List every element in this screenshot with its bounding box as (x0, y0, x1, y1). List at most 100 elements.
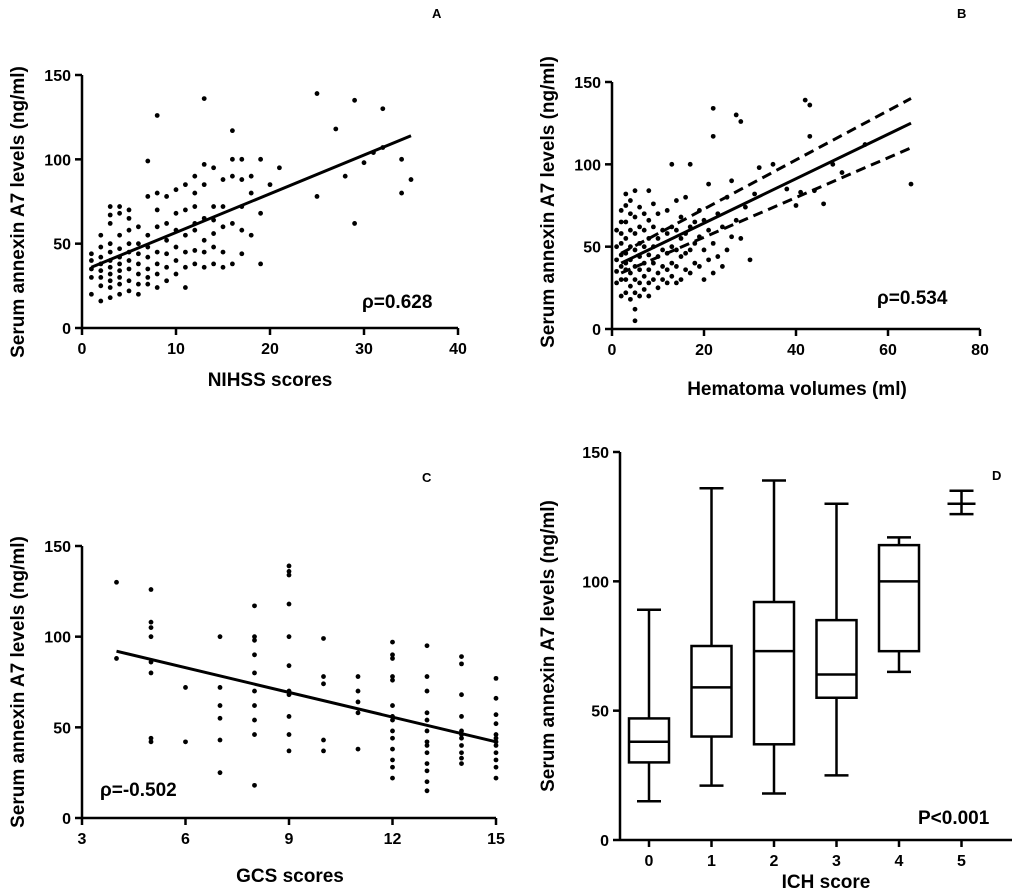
panel-b-data-point (632, 214, 638, 220)
panel-b-data-point (715, 254, 721, 259)
panel-b-data-point (664, 231, 670, 236)
panel-a-data-point (117, 232, 122, 238)
panel-d-iqr-box (627, 717, 671, 764)
panel-c-data-point (493, 721, 499, 727)
panel-b-x-tick-label: 20 (695, 342, 713, 359)
panel-b-data-point (692, 219, 698, 225)
panel-c-y-tick-label: 150 (44, 539, 71, 556)
panel-d-y-tick-label: 100 (582, 574, 609, 591)
panel-c-data-point (148, 735, 154, 741)
panel-a-data-point (211, 165, 217, 171)
panel-b-data-point (839, 170, 845, 175)
panel-a-data-point (126, 241, 132, 247)
panel-b-data-point (623, 219, 629, 225)
panel-b-data-point (651, 260, 656, 266)
panel-b-data-point (724, 247, 730, 253)
panel-c-data-point (286, 748, 292, 754)
panel-c-data-point (252, 652, 257, 658)
panel-c-data-point (286, 663, 292, 669)
panel-b-data-point (618, 264, 624, 269)
panel-b-data-point (678, 254, 684, 259)
panel-a-data-point (145, 266, 151, 272)
panel-b-data-point (807, 133, 813, 139)
panel-a-y-tick-label: 100 (44, 152, 71, 169)
panel-c-data-point (217, 685, 223, 690)
panel-b-data-point (651, 201, 656, 207)
panel-a-data-point (173, 258, 179, 263)
panel-a-data-point (183, 207, 188, 213)
panel-c-data-point (459, 755, 464, 761)
panel-a-x-tick-label: 30 (355, 341, 373, 358)
panel-a-fit-line (90, 134, 412, 269)
panel-c-data-point (217, 715, 223, 721)
panel-a-data-point (145, 281, 151, 287)
panel-c-data-point (424, 761, 430, 766)
panel-b-data-point (674, 264, 679, 269)
panel-b-x-tick-label: 0 (608, 342, 617, 359)
panel-d-box-4 (877, 536, 921, 674)
panel-c-data-point (321, 636, 326, 641)
panel-c-data-point (493, 675, 499, 681)
panel-a-data-point (154, 249, 160, 255)
panel-b-data-point (646, 293, 652, 299)
panel-d-box-0 (627, 608, 671, 803)
panel-b-data-point (641, 273, 647, 279)
panel-c-data-point (321, 748, 326, 754)
panel-a-data-point (399, 156, 404, 162)
panel-a-data-point (117, 246, 122, 252)
panel-c-data-point (424, 743, 430, 748)
panel-a-data-point (164, 237, 170, 243)
panel-a-data-point (145, 194, 151, 199)
panel-a-data-point (164, 264, 170, 270)
panel-a-data-point (136, 271, 141, 277)
panel-b-data-point (669, 161, 675, 167)
panel-a-label: A (432, 6, 442, 21)
panel-a-y-tick-label: 0 (62, 321, 71, 338)
panel-b-data-point (770, 161, 776, 167)
panel-a-data-point (380, 106, 386, 112)
panel-a-data-point (145, 232, 151, 238)
panel-b-data-point (784, 186, 790, 192)
panel-b-data-point (641, 287, 647, 292)
panel-c-data-point (252, 703, 257, 708)
panel-a-data-point (126, 227, 132, 233)
panel-b-data-point (664, 208, 670, 213)
panel-a-data-point (117, 268, 122, 274)
panel-a-data-point (333, 126, 339, 132)
panel-a-data-point (239, 251, 245, 257)
panel-b-x-tick-label: 80 (971, 342, 989, 359)
panel-a-data-point (154, 207, 160, 213)
panel-d-x-tick-label: 0 (645, 853, 654, 870)
panel-a-data-point (201, 237, 207, 243)
panel-a-data-point (107, 221, 113, 226)
panel-c-data-point (252, 717, 257, 723)
panel-b-x-tick-label: 60 (879, 342, 897, 359)
panel-c-data-point (252, 637, 257, 643)
panel-a-data-point (89, 291, 94, 297)
panel-a-data-point (98, 275, 104, 280)
panel-d-x-tick-label: 1 (707, 853, 716, 870)
panel-b-data-point (729, 234, 734, 240)
panel-c-data-point (459, 654, 464, 660)
panel-a-data-point (183, 182, 188, 188)
panel-a-data-point (164, 278, 170, 284)
panel-b-y-tick-label: 150 (574, 75, 601, 92)
panel-c-data-point (148, 625, 154, 630)
panel-c-data-point (493, 775, 499, 781)
panel-b-data-point (674, 227, 679, 233)
panel-c-data-point (217, 703, 223, 708)
panel-b-ci-lower-line (620, 146, 912, 275)
panel-d-y-tick-label: 0 (600, 833, 609, 850)
panel-c-x-label: GCS scores (236, 866, 344, 887)
panel-a-data-point (117, 281, 122, 287)
panel-a-data-point (352, 221, 357, 226)
panel-b-data-point (623, 203, 629, 208)
panel-b-data-point (683, 267, 688, 273)
panel-a-data-point (192, 190, 198, 196)
panel-a-data-point (211, 231, 217, 236)
panel-b-data-point (637, 224, 642, 230)
panel-c-data-point (252, 782, 257, 788)
panel-c-data-point (286, 634, 292, 640)
panel-b-data-point (738, 119, 744, 124)
panel-c-data-point (459, 692, 464, 698)
